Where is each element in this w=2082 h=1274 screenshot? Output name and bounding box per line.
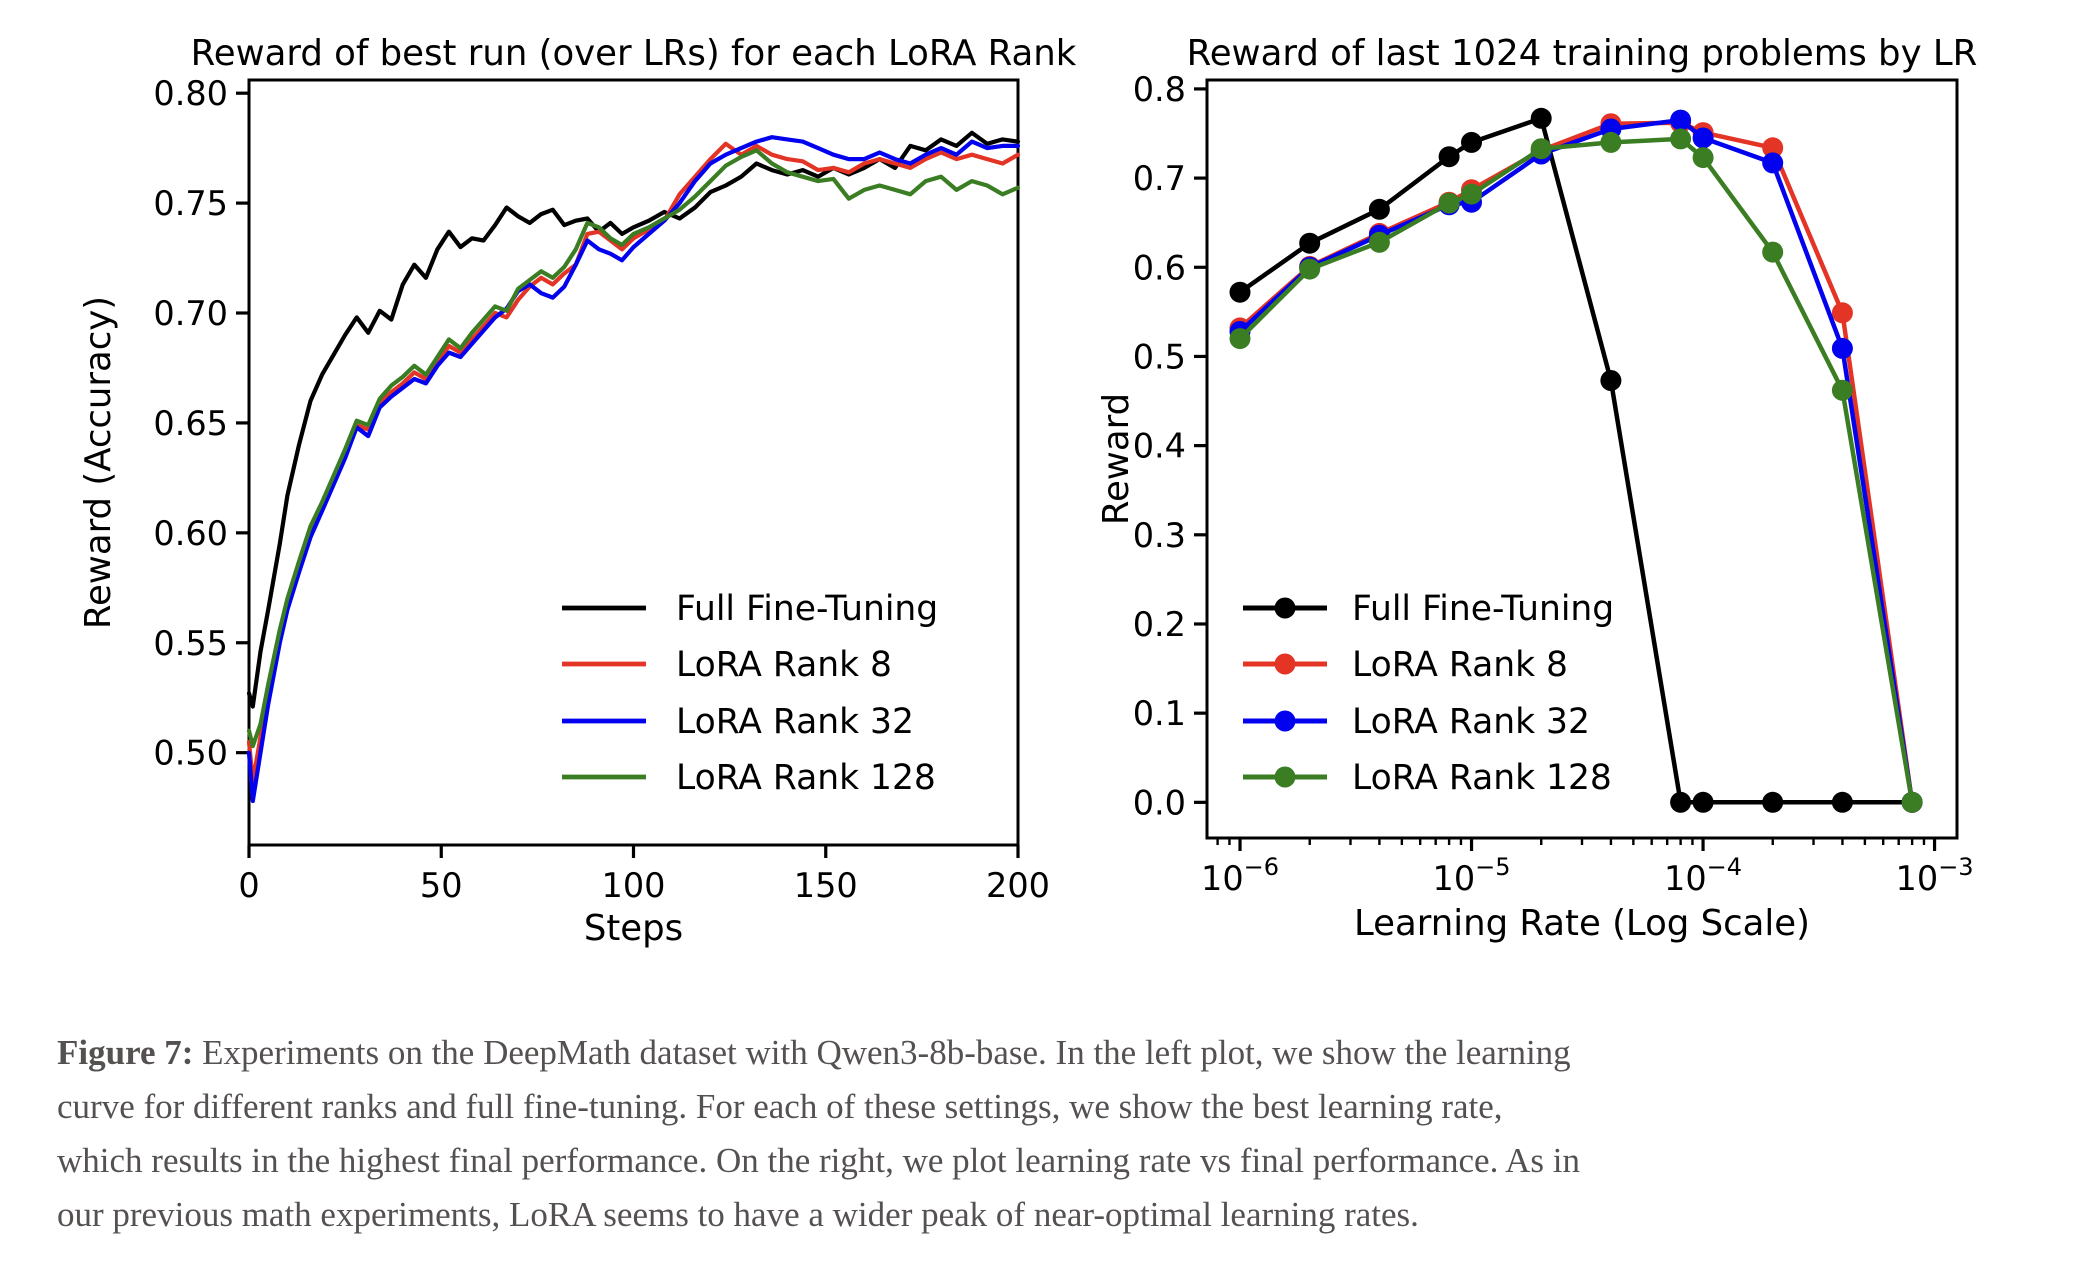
x-tick-label: 100 xyxy=(602,866,666,905)
series-line-lora-rank-8 xyxy=(246,141,1021,784)
data-point-full-fine-tuning xyxy=(1831,791,1853,813)
legend-marker-lora-rank-32 xyxy=(1274,710,1296,732)
figure-caption: Figure 7: Experiments on the DeepMath da… xyxy=(57,1026,2042,1242)
data-point-full-fine-tuning xyxy=(1692,791,1714,813)
caption-line-3: which results in the highest final perfo… xyxy=(57,1141,1581,1180)
y-tick-label: 0.7 xyxy=(1133,159,1186,198)
x-axis-label: Learning Rate (Log Scale) xyxy=(1354,903,1810,944)
caption-figure-label: Figure 7: xyxy=(57,1033,194,1072)
series-line-full-fine-tuning xyxy=(1237,116,1915,805)
legend-label-full-fine-tuning: Full Fine-Tuning xyxy=(676,589,938,629)
x-tick-label: 10−3 xyxy=(1896,853,1974,898)
data-point-full-fine-tuning xyxy=(1600,370,1622,391)
legend-label-lora-rank-32: LoRA Rank 32 xyxy=(1352,702,1590,742)
x-tick-label: 10−5 xyxy=(1433,853,1511,898)
caption-line-2: curve for different ranks and full fine-… xyxy=(57,1087,1503,1126)
x-tick-label: 0 xyxy=(238,866,259,905)
data-point-lora-rank-8 xyxy=(1831,302,1853,324)
data-point-lora-rank-128 xyxy=(1438,192,1460,214)
series-line-full-fine-tuning xyxy=(246,130,1021,709)
data-point-lora-rank-32 xyxy=(1670,109,1692,131)
y-tick-label: 0.3 xyxy=(1133,516,1186,555)
data-point-full-fine-tuning xyxy=(1438,146,1460,168)
chart-title: Reward of best run (over LRs) for each L… xyxy=(191,33,1077,74)
data-point-lora-rank-32 xyxy=(1692,127,1714,149)
data-point-lora-rank-128 xyxy=(1901,791,1923,813)
legend-marker-full-fine-tuning xyxy=(1274,597,1296,619)
data-point-lora-rank-128 xyxy=(1368,231,1390,253)
series-line-lora-rank-128 xyxy=(246,148,1021,749)
caption-text: Experiments on the DeepMath dataset with… xyxy=(202,1033,1571,1072)
data-point-lora-rank-128 xyxy=(1530,138,1552,160)
data-point-lora-rank-128 xyxy=(1461,183,1482,205)
y-tick-label: 0.50 xyxy=(153,734,228,773)
legend-marker-lora-rank-8 xyxy=(1274,653,1296,675)
legend-label-lora-rank-8: LoRA Rank 8 xyxy=(1352,645,1568,685)
series-line-lora-rank-32 xyxy=(246,135,1021,804)
data-point-full-fine-tuning xyxy=(1299,232,1321,254)
data-point-full-fine-tuning xyxy=(1530,107,1552,129)
legend-label-lora-rank-32: LoRA Rank 32 xyxy=(676,702,914,742)
y-tick-label: 0.65 xyxy=(153,404,228,443)
data-point-lora-rank-128 xyxy=(1299,258,1321,280)
data-point-full-fine-tuning xyxy=(1229,281,1251,303)
y-tick-label: 0.75 xyxy=(153,184,228,223)
y-tick-label: 0.1 xyxy=(1133,694,1186,733)
y-tick-label: 0.0 xyxy=(1133,783,1186,822)
y-tick-label: 0.80 xyxy=(153,74,228,113)
x-axis-label: Steps xyxy=(584,908,683,949)
x-tick-label: 10−6 xyxy=(1201,853,1279,898)
legend-label-full-fine-tuning: Full Fine-Tuning xyxy=(1352,589,1614,629)
series-line-lora-rank-32 xyxy=(1237,117,1915,805)
y-tick-label: 0.4 xyxy=(1133,427,1186,466)
chart-right: Reward of last 1024 training problems by… xyxy=(1096,33,1977,944)
legend-label-lora-rank-128: LoRA Rank 128 xyxy=(676,758,936,798)
chart-left: Reward of best run (over LRs) for each L… xyxy=(78,33,1077,949)
legend-label-lora-rank-8: LoRA Rank 8 xyxy=(676,645,892,685)
y-tick-label: 0.60 xyxy=(153,514,228,553)
x-tick-label: 200 xyxy=(986,866,1050,905)
chart-title: Reward of last 1024 training problems by… xyxy=(1187,33,1978,74)
data-point-full-fine-tuning xyxy=(1368,198,1390,220)
series-line-lora-rank-128 xyxy=(1237,136,1915,805)
data-point-lora-rank-128 xyxy=(1762,241,1784,263)
data-point-lora-rank-32 xyxy=(1831,337,1853,359)
data-point-full-fine-tuning xyxy=(1461,131,1482,153)
y-tick-label: 0.70 xyxy=(153,294,228,333)
data-point-lora-rank-128 xyxy=(1692,147,1714,169)
data-point-full-fine-tuning xyxy=(1762,791,1784,813)
data-point-lora-rank-8 xyxy=(1762,137,1784,159)
y-tick-label: 0.2 xyxy=(1133,605,1186,644)
y-axis-label: Reward (Accuracy) xyxy=(78,296,119,629)
data-point-lora-rank-128 xyxy=(1600,131,1622,153)
data-point-lora-rank-32 xyxy=(1762,152,1784,174)
x-tick-label: 10−4 xyxy=(1664,853,1742,898)
caption-line-4: our previous math experiments, LoRA seem… xyxy=(57,1195,1419,1234)
y-axis-label: Reward xyxy=(1096,393,1137,525)
caption-line-1: Figure 7: Experiments on the DeepMath da… xyxy=(57,1026,2042,1080)
y-tick-label: 0.55 xyxy=(153,624,228,663)
data-point-lora-rank-128 xyxy=(1670,128,1692,150)
legend-marker-lora-rank-128 xyxy=(1274,766,1296,788)
y-tick-label: 0.5 xyxy=(1133,337,1186,376)
x-tick-label: 50 xyxy=(420,866,463,905)
y-tick-label: 0.8 xyxy=(1133,70,1186,109)
y-tick-label: 0.6 xyxy=(1133,248,1186,287)
data-point-lora-rank-128 xyxy=(1831,379,1853,401)
x-tick-label: 150 xyxy=(794,866,858,905)
data-point-full-fine-tuning xyxy=(1670,791,1692,813)
series-line-lora-rank-8 xyxy=(1237,120,1915,805)
data-point-lora-rank-128 xyxy=(1229,328,1251,350)
legend-label-lora-rank-128: LoRA Rank 128 xyxy=(1352,758,1612,798)
